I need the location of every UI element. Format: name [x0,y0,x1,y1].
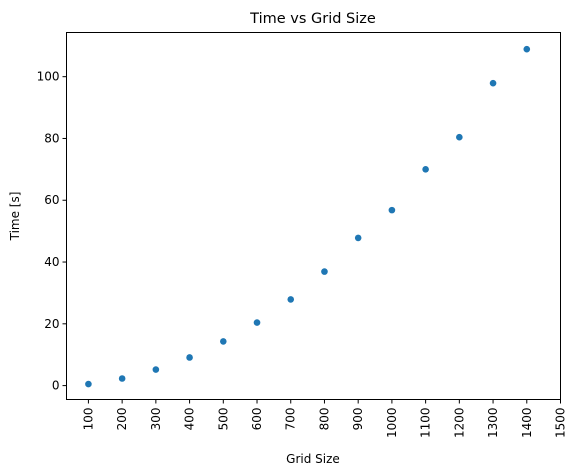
plot-frame [66,32,561,400]
y-tick-label: 0 [52,379,60,393]
data-point [186,354,193,361]
data-point [253,319,261,326]
data-point [422,166,429,173]
data-point [85,380,92,388]
data-point [287,296,295,303]
x-tick-label: 1400 [520,408,534,439]
data-points [85,45,531,388]
chart-title: Time vs Grid Size [249,11,376,27]
x-tick-label: 500 [216,408,230,431]
data-point [523,45,531,53]
x-tick-label: 1300 [486,408,500,439]
data-point [354,234,362,242]
x-tick-label: 900 [351,408,365,431]
y-axis-label: Time [s] [8,192,22,242]
x-tick-label: 1500 [554,408,568,439]
x-tick-label: 300 [149,408,163,431]
data-point [219,338,227,345]
data-point [118,375,126,382]
y-axis: 0 20 40 60 80 100 [37,70,67,393]
y-tick-label: 40 [44,255,59,269]
x-tick-label: 200 [115,408,129,431]
data-point [321,268,328,275]
data-point [152,366,160,373]
x-tick-label: 1000 [385,408,399,439]
data-point [388,206,396,214]
y-tick-label: 80 [44,131,59,145]
y-tick-label: 100 [37,70,60,84]
x-tick-label: 800 [317,408,331,431]
data-point [489,79,497,87]
x-tick-label: 400 [183,408,197,431]
x-tick-label: 1100 [419,408,433,439]
x-tick-label: 1200 [452,408,466,439]
y-tick-label: 60 [44,193,59,207]
x-tick-label: 600 [250,408,264,431]
x-tick-label: 100 [81,408,95,431]
y-tick-label: 20 [44,317,59,331]
x-tick-label: 700 [284,408,298,431]
data-point [456,133,463,141]
x-axis: 100 200 300 400 500 600 700 800 900 1000 1100 1200 1… [81,399,568,439]
x-axis-label: Grid Size [286,452,340,466]
